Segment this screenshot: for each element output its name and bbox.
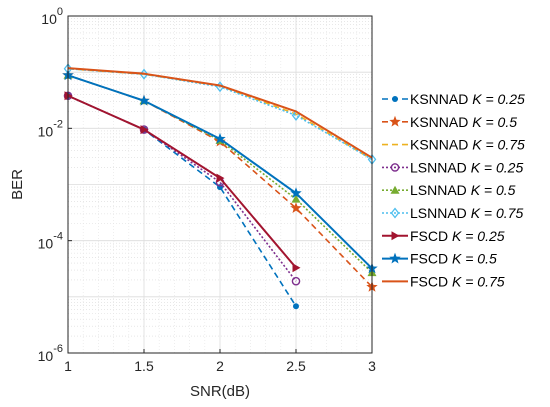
data-point-diamond — [390, 207, 400, 219]
series-line — [67, 67, 373, 161]
legend-item: KSNNAD K = 0.5 — [382, 114, 517, 130]
data-point-triangle — [291, 194, 301, 203]
legend-item: LSNNAD K = 0.75 — [382, 205, 523, 221]
y-tick-label: 10-6 — [38, 343, 63, 364]
y-tick-label: 100 — [41, 6, 63, 27]
legend-label: FSCD K = 0.5 — [410, 251, 497, 267]
data-point-triangle-right — [140, 125, 149, 135]
legend-label: FSCD K = 0.25 — [410, 228, 505, 244]
legend-item: FSCD K = 0.5 — [382, 251, 497, 267]
x-axis-ticks: 1 1.5 2 2.5 3 — [64, 349, 376, 374]
x-tick-label: 1 — [64, 358, 72, 374]
data-point-star — [389, 252, 401, 264]
data-point-triangle-right — [391, 231, 400, 241]
series-9 — [67, 67, 373, 159]
data-point-triangle-right — [292, 263, 301, 273]
x-tick-label: 2.5 — [286, 358, 306, 374]
data-point-circle — [390, 163, 400, 172]
legend-item: KSNNAD K = 0.75 — [382, 137, 525, 153]
legend-label: KSNNAD K = 0.25 — [410, 91, 525, 107]
data-point-star — [214, 132, 226, 144]
legend-label: FSCD K = 0.75 — [410, 273, 505, 289]
legend-item: KSNNAD K = 0.25 — [382, 91, 525, 107]
data-point-triangle — [390, 185, 400, 194]
plot-area — [62, 15, 378, 354]
series-line — [67, 67, 373, 159]
legend-label: KSNNAD K = 0.5 — [410, 114, 517, 130]
y-axis-label: BER — [9, 169, 26, 200]
legend-item: FSCD K = 0.25 — [382, 228, 505, 244]
x-axis-label: SNR(dB) — [190, 383, 250, 400]
data-point-star — [290, 187, 302, 199]
data-point-star — [138, 94, 150, 106]
y-tick-label: 10-2 — [38, 118, 63, 139]
y-axis-ticks: 10-6 10-4 10-2 100 — [38, 6, 72, 364]
data-point-dot — [293, 303, 299, 310]
data-point-circle — [291, 276, 301, 286]
legend-label: LSNNAD K = 0.25 — [410, 159, 523, 175]
x-tick-label: 2 — [216, 358, 224, 374]
legend-item: LSNNAD K = 0.5 — [382, 182, 516, 198]
legend-item: FSCD K = 0.75 — [382, 273, 505, 289]
series-7 — [64, 91, 301, 273]
x-tick-label: 3 — [368, 358, 376, 374]
legend-label: LSNNAD K = 0.5 — [410, 182, 516, 198]
data-point-star — [389, 115, 401, 127]
legend-label: KSNNAD K = 0.75 — [410, 137, 525, 153]
data-point-dot — [392, 96, 398, 102]
legend: KSNNAD K = 0.25 KSNNAD K = 0.5 KSNNAD K = … — [382, 91, 525, 289]
data-point-star — [290, 202, 302, 213]
x-tick-label: 1.5 — [134, 358, 154, 374]
series-layer — [62, 63, 378, 310]
y-tick-label: 10-4 — [38, 231, 63, 252]
legend-label: LSNNAD K = 0.75 — [410, 205, 523, 221]
data-point-triangle-right — [216, 173, 225, 183]
series-line — [67, 94, 297, 269]
legend-item: LSNNAD K = 0.25 — [382, 159, 523, 175]
